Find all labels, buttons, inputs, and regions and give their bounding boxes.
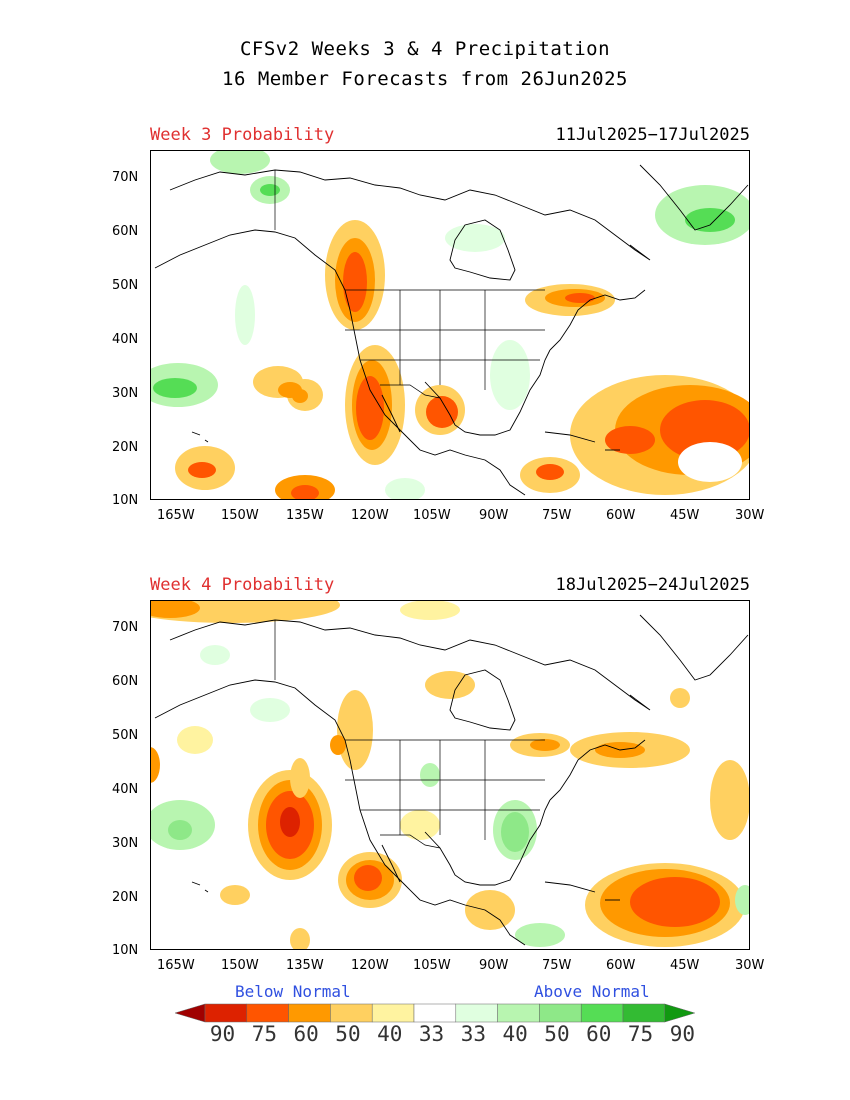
week3-lon-label: 105W <box>413 508 451 523</box>
legend-arrow-right <box>664 1003 696 1023</box>
legend-arrow-left <box>175 1003 206 1023</box>
legend-value: 50 <box>544 1022 570 1046</box>
legend-swatch <box>580 1003 624 1023</box>
week4-lat-label: 70N <box>112 620 139 635</box>
week4-lat-label: 60N <box>112 674 139 689</box>
week3-dates: 11Jul2025−17Jul2025 <box>555 125 750 145</box>
week4-lat-label: 50N <box>112 728 139 743</box>
week4-lat-label: 20N <box>112 890 139 905</box>
legend-value: 33 <box>460 1022 486 1046</box>
week3-lon-label: 135W <box>286 508 324 523</box>
week4-borders <box>274 620 545 849</box>
week3-borders <box>274 170 545 399</box>
week3-lat-label: 10N <box>112 493 139 508</box>
legend-swatch <box>539 1003 582 1023</box>
week3-lat-label: 60N <box>112 224 139 239</box>
legend-swatch <box>204 1003 248 1023</box>
legend-value: 33 <box>418 1022 445 1046</box>
legend-value: 60 <box>293 1022 319 1046</box>
week4-lon-label: 45W <box>670 958 700 973</box>
week3-lon-label: 90W <box>479 508 509 523</box>
week3-lon-label: 165W <box>157 508 195 523</box>
week4-lon-label: 135W <box>286 958 324 973</box>
title-line-1: CFSv2 Weeks 3 & 4 Precipitation <box>239 38 611 60</box>
legend-swatch <box>622 1003 666 1023</box>
week3-lon-label: 75W <box>542 508 572 523</box>
legend-colorbar <box>175 1003 696 1023</box>
week3-lon-label: 60W <box>606 508 636 523</box>
week3-lon-label: 120W <box>351 508 389 523</box>
week4-lat-label: 10N <box>112 943 139 958</box>
week4-lon-label: 165W <box>157 958 195 973</box>
week3-lat-label: 30N <box>112 386 139 401</box>
legend-swatch <box>413 1003 457 1023</box>
legend-above-normal: Above Normal <box>534 982 650 1001</box>
week3-lat-label: 20N <box>112 440 139 455</box>
legend-value: 40 <box>502 1022 528 1046</box>
week4-lon-label: 30W <box>735 958 765 973</box>
week3-label: Week 3 Probability <box>150 125 335 145</box>
legend-value: 40 <box>377 1022 403 1046</box>
legend-value: 75 <box>251 1022 277 1046</box>
week4-map <box>150 600 750 950</box>
week3-lon-label: 150W <box>221 508 259 523</box>
week3-map <box>150 150 750 500</box>
week4-dates: 18Jul2025−24Jul2025 <box>555 575 750 595</box>
week3-lon-label: 30W <box>735 508 765 523</box>
legend-below-normal: Below Normal <box>235 982 351 1001</box>
week3-lon-label: 45W <box>670 508 700 523</box>
week3-lat-label: 50N <box>112 278 139 293</box>
week4-lon-label: 150W <box>221 958 259 973</box>
week4-lon-label: 120W <box>351 958 389 973</box>
week3-lat-label: 40N <box>112 332 139 347</box>
legend-swatch <box>246 1003 289 1023</box>
week4-anomaly-shading <box>150 600 750 950</box>
legend-value: 60 <box>586 1022 612 1046</box>
week3-coastlines <box>154 164 749 496</box>
week4-lon-label: 105W <box>413 958 451 973</box>
week3-lat-label: 70N <box>112 170 139 185</box>
legend-swatch <box>288 1003 331 1023</box>
legend-swatch <box>497 1003 540 1023</box>
legend-swatch <box>330 1003 373 1023</box>
week4-label: Week 4 Probability <box>150 575 335 595</box>
week4-lat-label: 40N <box>112 782 139 797</box>
legend-value: 75 <box>627 1022 654 1046</box>
week4-lon-label: 90W <box>479 958 509 973</box>
legend-value: 90 <box>669 1022 695 1046</box>
week4-lon-label: 75W <box>542 958 572 973</box>
legend-swatch <box>455 1003 498 1023</box>
week3-anomaly-shading <box>150 150 750 500</box>
week4-coastlines <box>154 614 749 946</box>
legend-value: 90 <box>209 1022 236 1046</box>
week4-lat-label: 30N <box>112 836 139 851</box>
legend-swatch <box>371 1003 415 1023</box>
title-line-2: 16 Member Forecasts from 26Jun2025 <box>222 68 628 90</box>
legend-value: 50 <box>335 1022 361 1046</box>
week4-lon-label: 60W <box>606 958 636 973</box>
legend-color-swatches <box>175 1003 696 1023</box>
